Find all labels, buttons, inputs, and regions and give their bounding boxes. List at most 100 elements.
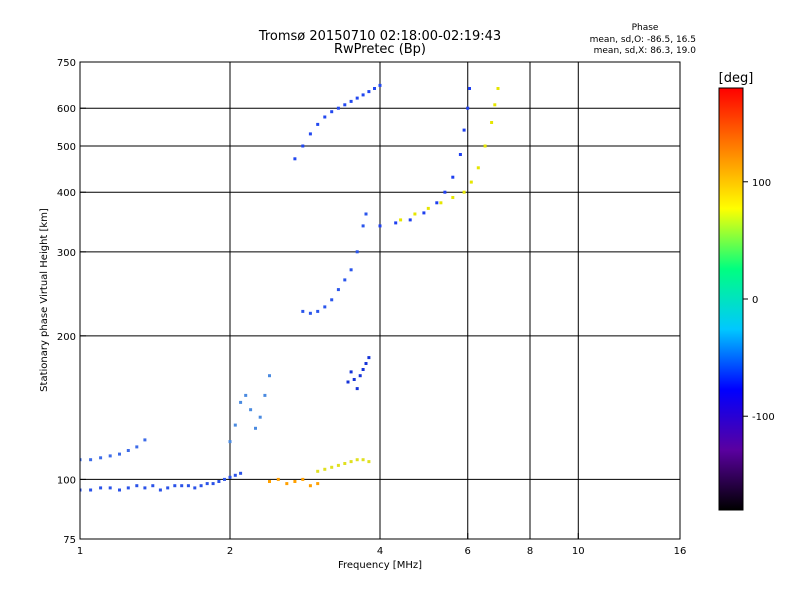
data-point: [268, 480, 271, 483]
colorbar: [718, 87, 744, 511]
data-point: [355, 458, 359, 462]
data-point: [355, 250, 359, 254]
data-point: [349, 268, 353, 272]
data-point: [285, 482, 289, 486]
data-point: [80, 458, 82, 462]
stats-line-o: mean, sd,O: -86.5, 16.5: [590, 35, 696, 45]
data-point: [249, 408, 253, 412]
data-point: [355, 387, 359, 391]
data-point: [89, 488, 93, 492]
data-point: [364, 212, 368, 216]
data-point: [343, 278, 347, 282]
data-point: [336, 106, 340, 110]
y-tick-label: 400: [57, 188, 76, 199]
y-tick-label: 300: [57, 248, 76, 259]
data-point: [367, 90, 371, 94]
data-point: [469, 180, 473, 184]
data-point: [323, 467, 327, 471]
data-point: [323, 305, 327, 309]
y-tick-label: 100: [57, 475, 76, 486]
colorbar-ticks: 100 0 -100: [743, 178, 775, 423]
chart-subtitle: RwPretec (Bp): [334, 42, 426, 57]
data-point: [422, 211, 426, 215]
x-tick-label: 8: [527, 546, 533, 557]
data-point: [468, 87, 471, 90]
data-point: [462, 128, 466, 132]
data-point: [336, 463, 340, 467]
colorbar-tick-label: -100: [752, 412, 775, 423]
data-point: [126, 486, 130, 490]
data-point: [228, 440, 232, 444]
x-axis-ticks: 1 2 4 6 8 10 16: [77, 533, 687, 557]
data-point: [80, 488, 82, 492]
y-tick-label: 500: [57, 142, 76, 153]
data-point: [352, 378, 356, 381]
data-point: [361, 93, 365, 97]
data-point: [223, 477, 226, 481]
data-point: [462, 190, 466, 194]
data-point: [293, 480, 297, 483]
data-point: [323, 115, 327, 119]
data-point: [308, 132, 312, 136]
data-point: [378, 224, 382, 228]
data-point: [135, 445, 139, 449]
data-point: [399, 218, 403, 222]
data-point: [233, 473, 237, 477]
data-point: [358, 374, 362, 378]
y-axis-label: Stationary phase Virtual Height [km]: [39, 208, 50, 392]
data-point: [413, 212, 417, 216]
data-point: [99, 486, 103, 490]
x-tick-label: 16: [674, 546, 687, 557]
grid-lines: [80, 62, 680, 539]
data-point: [483, 144, 487, 148]
data-point: [258, 415, 262, 419]
data-point: [426, 206, 430, 210]
y-tick-label: 600: [57, 104, 76, 115]
y-tick-label: 750: [57, 58, 76, 69]
data-point: [199, 484, 203, 488]
data-point: [143, 486, 147, 490]
data-point: [186, 484, 190, 488]
chart-title: Tromsø 20150710 02:18:00-02:19:43: [258, 29, 501, 44]
data-point: [476, 166, 480, 170]
data-point: [118, 488, 121, 492]
stats-header: Phase: [632, 23, 659, 33]
data-point: [361, 368, 365, 371]
x-tick-label: 10: [572, 546, 585, 557]
x-tick-label: 1: [77, 546, 83, 557]
data-point: [239, 400, 243, 404]
data-point: [493, 103, 497, 107]
data-point: [228, 475, 232, 479]
y-tick-label: 75: [63, 535, 76, 546]
data-point: [316, 469, 320, 473]
data-point: [301, 144, 305, 148]
data-point: [349, 460, 353, 464]
data-point: [263, 393, 267, 397]
data-point: [254, 426, 257, 430]
data-point: [118, 452, 121, 456]
data-point: [336, 288, 340, 292]
colorbar-tick-label: 100: [752, 178, 771, 189]
data-point: [451, 196, 455, 199]
data-point: [343, 462, 347, 465]
data-point: [346, 380, 350, 384]
x-axis-label: Frequency [MHz]: [338, 560, 422, 571]
data-point: [451, 175, 455, 179]
data-point: [193, 486, 197, 490]
data-point: [180, 484, 184, 488]
data-point: [364, 362, 368, 365]
data-point: [466, 106, 470, 110]
y-tick-label: 200: [57, 332, 76, 343]
data-point: [211, 482, 215, 486]
data-point: [408, 218, 412, 222]
data-point: [349, 99, 353, 103]
data-point: [439, 201, 443, 205]
data-point: [293, 157, 297, 161]
data-point: [308, 311, 312, 315]
data-point: [301, 309, 305, 313]
data-point: [239, 471, 243, 475]
data-point: [135, 484, 139, 488]
data-point: [108, 486, 112, 490]
data-point: [330, 110, 334, 114]
